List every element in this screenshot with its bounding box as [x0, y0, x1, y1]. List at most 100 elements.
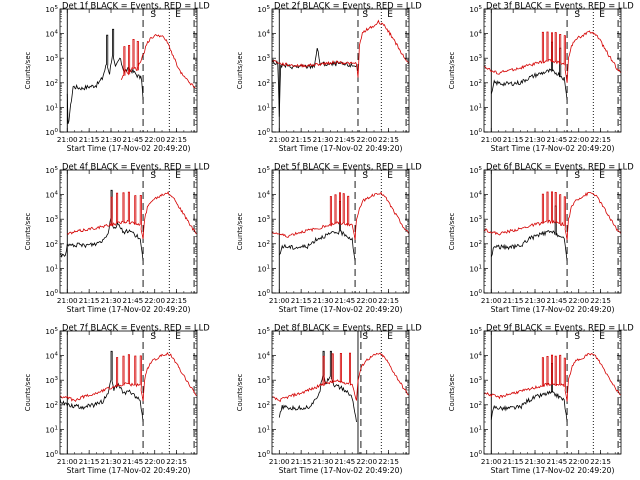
x-tick-label: 21:45 — [547, 457, 568, 466]
events-series-line — [60, 189, 144, 262]
y-tick-exponent: 3 — [267, 54, 271, 60]
events-series-line — [60, 350, 144, 423]
y-tick-exponent: 1 — [55, 264, 59, 270]
y-tick-exponent: 4 — [267, 352, 271, 358]
marker-label-s: S — [362, 332, 368, 342]
lld-series-line — [67, 190, 197, 239]
x-axis-label: Start Time (17-Nov-02 20:49:20) — [279, 144, 403, 153]
y-tick-label: 103 — [469, 54, 482, 63]
x-tick-label: 21:00 — [269, 457, 290, 466]
y-tick-label: 101 — [45, 103, 58, 112]
lld-series-line — [272, 191, 409, 240]
y-tick-exponent: 2 — [267, 401, 271, 407]
y-tick-label: 104 — [257, 30, 270, 39]
x-tick-label: 22:15 — [590, 135, 611, 144]
y-tick-label: 103 — [469, 215, 482, 224]
x-tick-label: 22:15 — [590, 457, 611, 466]
y-tick-exponent: 2 — [55, 401, 59, 407]
x-tick-label: 21:15 — [291, 135, 312, 144]
y-tick-label: 101 — [469, 264, 482, 273]
panel-title: Det 2f BLACK = Events, RED = LLD — [274, 1, 422, 11]
x-tick-label: 21:45 — [547, 135, 568, 144]
x-tick-label: 21:30 — [313, 296, 334, 305]
y-tick-exponent: 3 — [479, 215, 483, 221]
x-tick-label: 21:45 — [123, 296, 144, 305]
y-tick-label: 104 — [45, 30, 58, 39]
x-axis-label: Start Time (17-Nov-02 20:49:20) — [67, 305, 191, 314]
x-tick-label: 22:00 — [144, 135, 165, 144]
y-axis-label: Counts/sec — [236, 52, 244, 90]
y-tick-label: 100 — [45, 128, 58, 137]
x-tick-label: 21:30 — [525, 296, 546, 305]
y-tick-exponent: 0 — [267, 289, 271, 295]
x-axis-label: Start Time (17-Nov-02 20:49:20) — [491, 144, 615, 153]
x-axis-label: Start Time (17-Nov-02 20:49:20) — [279, 305, 403, 314]
y-tick-exponent: 1 — [479, 103, 483, 109]
y-tick-exponent: 0 — [479, 450, 483, 456]
panel-title: Det 6f BLACK = Events, RED = LLD — [486, 162, 634, 172]
y-tick-label: 102 — [257, 79, 270, 88]
y-tick-exponent: 4 — [479, 30, 483, 36]
y-tick-exponent: 4 — [267, 191, 271, 197]
events-series-line — [279, 201, 356, 262]
marker-label-e: E — [387, 10, 393, 20]
y-tick-label: 105 — [257, 166, 270, 175]
y-tick-label: 105 — [45, 5, 58, 14]
y-tick-exponent: 2 — [479, 79, 483, 85]
marker-label-e: E — [175, 171, 181, 181]
y-tick-label: 102 — [469, 240, 482, 249]
y-tick-exponent: 5 — [267, 327, 271, 333]
y-tick-exponent: 4 — [479, 352, 483, 358]
y-tick-exponent: 3 — [479, 54, 483, 60]
x-axis-label: Start Time (17-Nov-02 20:49:20) — [491, 466, 615, 475]
x-tick-label: 21:30 — [101, 457, 122, 466]
x-axis-label: Start Time (17-Nov-02 20:49:20) — [67, 144, 191, 153]
y-tick-exponent: 1 — [55, 425, 59, 431]
y-tick-exponent: 5 — [267, 5, 271, 11]
y-axis-label: Counts/sec — [448, 374, 456, 412]
y-tick-exponent: 5 — [55, 5, 59, 11]
x-tick-label: 22:15 — [378, 135, 399, 144]
y-tick-label: 100 — [45, 450, 58, 459]
y-tick-exponent: 2 — [267, 240, 271, 246]
y-tick-exponent: 5 — [55, 166, 59, 172]
x-tick-label: 21:00 — [481, 135, 502, 144]
x-tick-label: 21:30 — [525, 135, 546, 144]
marker-label-s: S — [574, 332, 580, 342]
y-tick-exponent: 4 — [55, 30, 59, 36]
marker-label-e: E — [387, 171, 393, 181]
marker-label-e: E — [599, 332, 605, 342]
y-tick-exponent: 3 — [267, 215, 271, 221]
y-tick-exponent: 5 — [267, 166, 271, 172]
x-tick-label: 22:15 — [166, 135, 187, 144]
x-tick-label: 21:15 — [79, 296, 100, 305]
y-tick-label: 103 — [257, 215, 270, 224]
y-axis-label: Counts/sec — [448, 213, 456, 251]
y-tick-label: 102 — [45, 79, 58, 88]
y-tick-exponent: 1 — [479, 425, 483, 431]
events-series-line — [66, 28, 144, 125]
plot-frame — [483, 8, 622, 133]
y-tick-exponent: 1 — [55, 103, 59, 109]
x-tick-label: 21:00 — [269, 135, 290, 144]
marker-label-e: E — [599, 171, 605, 181]
x-tick-label: 21:15 — [503, 296, 524, 305]
y-tick-exponent: 4 — [267, 30, 271, 36]
y-axis-label: Counts/sec — [24, 52, 32, 90]
y-tick-label: 104 — [469, 30, 482, 39]
y-tick-label: 105 — [469, 327, 482, 336]
y-tick-exponent: 3 — [55, 215, 59, 221]
x-tick-label: 22:00 — [144, 457, 165, 466]
x-tick-label: 21:15 — [291, 296, 312, 305]
y-tick-label: 104 — [469, 191, 482, 200]
y-tick-exponent: 2 — [55, 240, 59, 246]
y-tick-exponent: 4 — [55, 191, 59, 197]
